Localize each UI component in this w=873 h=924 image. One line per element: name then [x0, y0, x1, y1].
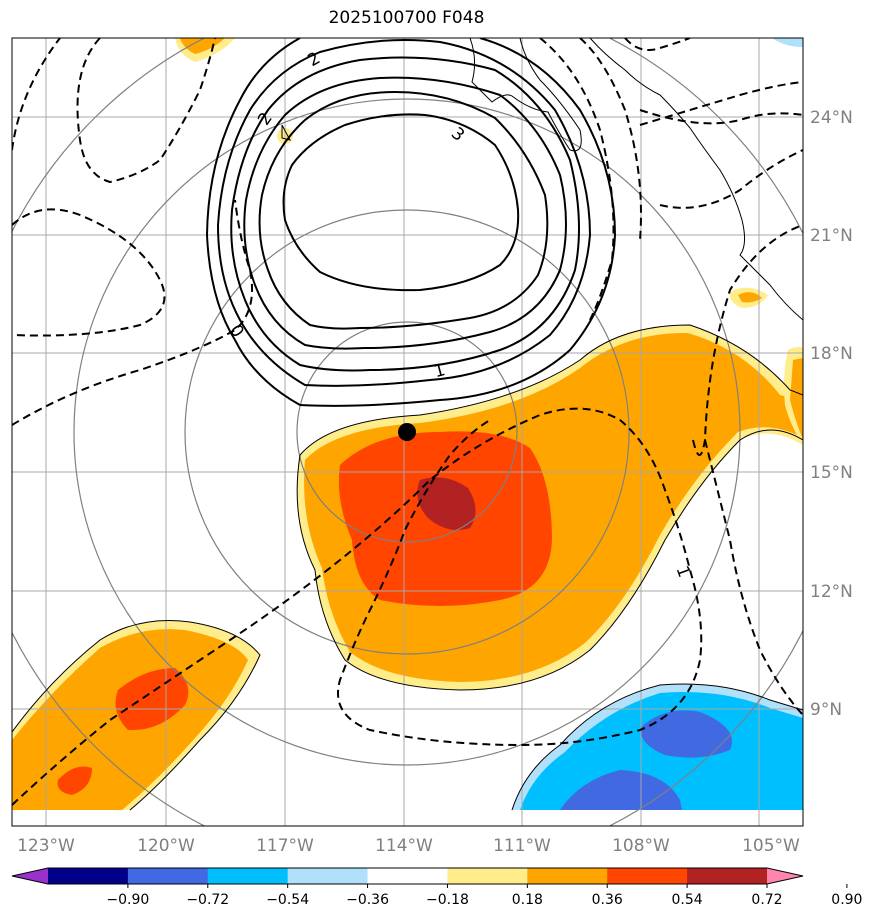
lon-label: 120°W [137, 836, 195, 856]
shade-n018-top [772, 38, 803, 47]
range-rings [12, 38, 803, 826]
colorbar-cell [527, 868, 608, 884]
plot-frame [11, 37, 804, 827]
colorbar-cell [127, 868, 209, 884]
colorbar-tick-label: −0.90 [106, 892, 149, 908]
storm-center-dot [398, 423, 416, 441]
shade-n054-lr2 [560, 770, 682, 810]
colorbar-cell [687, 868, 768, 884]
lon-label: 108°W [612, 836, 670, 856]
colorbar-cell [48, 868, 129, 884]
bottom-strip [12, 810, 803, 826]
colorbar-tick-label: 0.36 [592, 892, 623, 908]
shade-036-right [790, 358, 803, 440]
shade-054-ll [115, 668, 189, 731]
contour-label: 3 [447, 123, 468, 145]
dashed-contours [12, 38, 803, 806]
contour-label: 1 [672, 563, 694, 580]
contour-label: 1 [432, 360, 448, 382]
lat-label: 12°N [810, 582, 853, 602]
graticule [12, 38, 803, 826]
lat-label: 15°N [810, 463, 853, 483]
colorbar-tick-label: −0.72 [186, 892, 229, 908]
contour-label: 0 [225, 321, 248, 341]
colorbar-cell [607, 868, 688, 884]
colorbar-cell [447, 868, 528, 884]
lon-label: 105°W [742, 836, 800, 856]
colorbar-tick-label: −0.54 [266, 892, 309, 908]
shade-n054-lr [640, 710, 732, 758]
lat-label: 21°N [810, 226, 853, 246]
colorbar-extend-min [12, 868, 48, 884]
solid-contours [205, 38, 617, 407]
colorbar-tick-label: 0.18 [512, 892, 543, 908]
lon-label: 123°W [17, 836, 75, 856]
shade-054-ll2 [57, 766, 92, 795]
longitude-labels: 123°W 120°W 117°W 114°W 111°W 108°W 105°… [17, 836, 800, 856]
colorbar: −0.90 −0.72 −0.54 −0.36 −0.18 0.18 0.36 0.54 0.7… [11, 867, 862, 908]
colorbar-cell [367, 868, 448, 884]
colorbar-cell [207, 868, 289, 884]
lon-label: 114°W [375, 836, 433, 856]
latitude-labels: 24°N 21°N 18°N 15°N 12°N 9°N [810, 108, 853, 720]
shade-072-main [417, 477, 476, 531]
lat-label: 24°N [810, 108, 853, 128]
colorbar-outline [11, 867, 804, 885]
map-title: 2025100700 F048 [328, 8, 485, 28]
colorbar-cell [287, 868, 369, 884]
lat-label: 9°N [810, 700, 842, 720]
lon-label: 111°W [493, 836, 551, 856]
lon-label: 117°W [256, 836, 314, 856]
colorbar-tick-label: −0.36 [346, 892, 389, 908]
colorbar-tick-label: 0.54 [672, 892, 703, 908]
colorbar-tick-label: −0.18 [426, 892, 469, 908]
lat-label: 18°N [810, 344, 853, 364]
colorbar-tick-label: 0.72 [751, 892, 782, 908]
colorbar-extend-max [767, 868, 803, 884]
shade-036-small [738, 292, 762, 303]
colorbar-tick-label: 0.90 [831, 892, 862, 908]
shade-036-top [180, 38, 225, 54]
